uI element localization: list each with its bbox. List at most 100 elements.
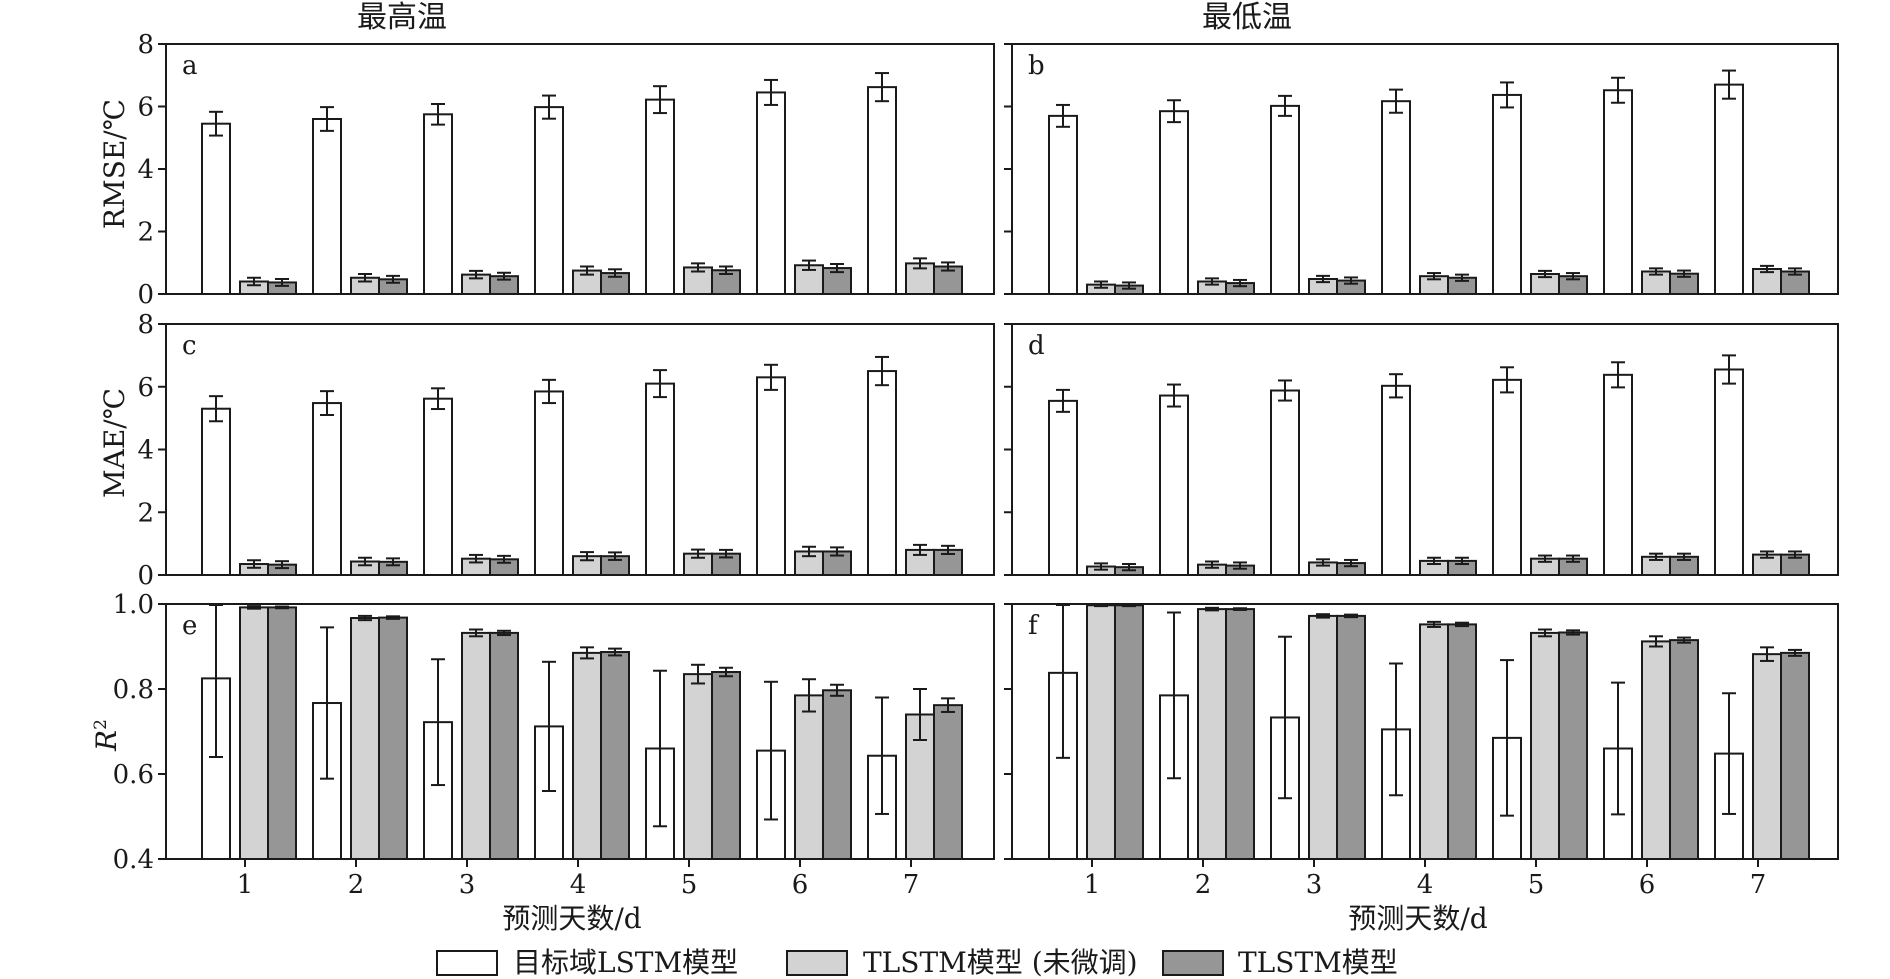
column-title-right: 最低温	[1202, 0, 1292, 35]
error-bar-f-s1-c1	[1094, 604, 1108, 608]
error-bar-f-s2-c7	[1788, 648, 1802, 657]
error-bar-c-s1-c6	[802, 545, 816, 558]
bar-e-s1-c3	[461, 631, 491, 861]
error-bar-b-s2-c4	[1455, 273, 1469, 282]
legend-swatch-0	[436, 950, 498, 976]
y-axis-label-r2-sup: 2	[91, 719, 111, 730]
y-tick-label: 0.6	[113, 760, 154, 790]
error-bar-b-s2-c2	[1233, 278, 1247, 288]
y-axis-label-r2-main: R	[90, 730, 123, 752]
bar-a-s0-c6	[756, 91, 786, 295]
bar-a-s0-c4	[534, 106, 564, 295]
x-tick-label: 1	[237, 870, 254, 900]
y-tick-label: 6	[137, 373, 154, 403]
bar-e-s2-c3	[489, 631, 519, 861]
panel-letter: f	[1028, 611, 1040, 641]
error-bar-e-s2-c7	[941, 697, 955, 713]
error-bar-d-s0-c3	[1278, 379, 1292, 402]
error-bar-c-s0-c4	[542, 378, 556, 405]
error-bar-d-s1-c6	[1649, 552, 1663, 561]
error-bar-f-s1-c2	[1205, 606, 1219, 612]
error-bar-a-s2-c3	[497, 271, 511, 281]
bar-e-s1-c1	[239, 606, 269, 861]
error-bar-a-s0-c3	[431, 103, 445, 126]
error-bar-b-s2-c5	[1566, 272, 1580, 281]
error-bar-c-s2-c4	[608, 551, 622, 561]
error-bar-e-s2-c6	[830, 683, 844, 697]
error-bar-f-s0-c1	[1056, 604, 1070, 759]
bar-d-s0-c4	[1381, 384, 1411, 576]
bar-d-s0-c7	[1714, 368, 1744, 576]
error-bar-f-s2-c5	[1566, 629, 1580, 636]
x-tick-label: 2	[348, 870, 365, 900]
error-bar-e-s1-c7	[913, 688, 927, 741]
error-bar-b-s2-c6	[1677, 269, 1691, 278]
panel-letter: b	[1028, 51, 1045, 81]
error-bar-b-s1-c5	[1538, 269, 1552, 279]
error-bar-f-s2-c3	[1344, 613, 1358, 619]
error-bar-d-s1-c4	[1427, 556, 1441, 566]
error-bar-c-s0-c1	[209, 395, 223, 423]
error-bar-a-s0-c7	[875, 72, 889, 103]
error-bar-f-s2-c6	[1677, 636, 1691, 644]
y-axis-label-rmse: RMSE/℃	[98, 99, 131, 229]
error-bar-c-s0-c3	[431, 387, 445, 411]
error-bar-a-s1-c2	[358, 273, 372, 283]
column-title-left: 最高温	[357, 0, 447, 35]
error-bar-d-s2-c4	[1455, 556, 1469, 566]
bar-f-s1-c4	[1419, 623, 1449, 861]
error-bar-a-s0-c5	[653, 85, 667, 115]
error-bar-c-s0-c2	[320, 390, 334, 416]
error-bar-c-s1-c2	[358, 556, 372, 567]
error-bar-d-s1-c5	[1538, 554, 1552, 563]
bar-f-s2-c6	[1669, 639, 1699, 860]
bar-a-s0-c3	[423, 113, 453, 295]
panel-e: e 0.4 0.6 0.8 1.0 1 2 3 4 5 6 7	[113, 590, 995, 900]
x-tick-label: 4	[570, 870, 587, 900]
bar-e-s1-c6	[794, 694, 824, 860]
error-bar-e-s2-c5	[719, 666, 733, 678]
error-bar-c-s1-c5	[691, 548, 705, 559]
error-bar-d-s1-c2	[1205, 560, 1219, 569]
bar-f-s1-c6	[1641, 640, 1671, 861]
error-bar-f-s2-c4	[1455, 621, 1469, 628]
error-bar-e-s2-c2	[386, 615, 400, 620]
error-bar-c-s1-c1	[247, 559, 261, 569]
error-bar-b-s2-c3	[1344, 276, 1358, 285]
error-bar-a-s0-c4	[542, 94, 556, 120]
error-bar-f-s0-c3	[1278, 635, 1292, 800]
y-tick-label: 0	[137, 280, 154, 310]
error-bar-e-s0-c6	[764, 680, 778, 821]
bar-c-s0-c7	[867, 370, 897, 576]
error-bar-d-s0-c7	[1722, 354, 1736, 385]
legend-label-1: TLSTM模型 (未微调)	[863, 946, 1138, 979]
y-tick-label: 4	[137, 155, 154, 185]
bar-d-s0-c3	[1270, 389, 1300, 577]
x-tick-label: 7	[1750, 870, 1767, 900]
error-bar-f-s2-c1	[1122, 604, 1136, 608]
bar-d-s0-c1	[1048, 399, 1078, 576]
error-bar-a-s2-c1	[275, 278, 289, 287]
error-bar-b-s0-c1	[1056, 103, 1070, 128]
error-bar-e-s1-c1	[247, 605, 261, 610]
legend-swatch-1	[786, 950, 848, 976]
panel-a: a 0 2 4 6 8	[137, 30, 995, 310]
bar-a-s0-c2	[312, 118, 342, 295]
error-bar-b-s1-c2	[1205, 277, 1219, 286]
error-bar-c-s2-c6	[830, 546, 844, 557]
error-bar-e-s0-c4	[542, 660, 556, 792]
error-bar-d-s2-c6	[1677, 552, 1691, 561]
bar-e-s2-c5	[711, 671, 741, 860]
y-tick-label: 2	[137, 498, 154, 528]
error-bar-f-s1-c7	[1760, 646, 1774, 662]
panel-letter: a	[182, 51, 198, 81]
error-bar-a-s1-c3	[469, 269, 483, 280]
error-bar-e-s1-c3	[469, 628, 483, 638]
panel-letter: e	[182, 611, 197, 641]
error-bar-b-s0-c3	[1278, 94, 1292, 117]
error-bar-d-s1-c7	[1760, 550, 1774, 559]
bar-b-s0-c1	[1048, 114, 1078, 295]
x-axis-label-left: 预测天数/d	[502, 902, 641, 935]
error-bar-d-s1-c1	[1094, 562, 1108, 571]
